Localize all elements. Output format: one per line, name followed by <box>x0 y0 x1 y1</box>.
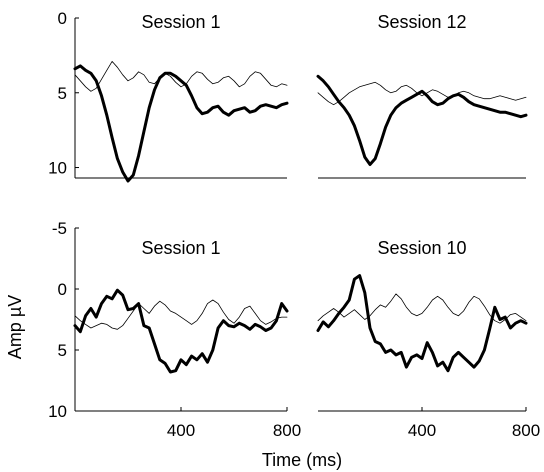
series-line-thin <box>317 81 527 106</box>
panel-title: Session 1 <box>141 238 220 258</box>
y-tick-label: 5 <box>58 84 67 103</box>
shared-ylabel: Amp µV <box>5 295 25 359</box>
panel-title: Session 12 <box>377 12 466 32</box>
y-tick-label: 10 <box>48 159 67 178</box>
series-line-thick <box>316 74 528 166</box>
shared-xlabel: Time (ms) <box>262 450 342 470</box>
series-line-thick <box>316 274 528 373</box>
panel-3: Session 1 -5 0 5 10 400 800 <box>48 219 301 440</box>
x-tick-label: 800 <box>273 421 301 440</box>
y-tick-label: -5 <box>52 219 67 238</box>
panel-2: Session 12 <box>316 12 528 179</box>
y-tick-label: 0 <box>58 280 67 299</box>
x-tick-label: 400 <box>167 421 195 440</box>
panel-title: Session 1 <box>141 12 220 32</box>
panel-title: Session 10 <box>377 238 466 258</box>
series-line-thick <box>73 288 289 374</box>
y-tick-label: 10 <box>48 402 67 421</box>
series-line-thick <box>73 64 289 183</box>
y-tick-label: 5 <box>58 341 67 360</box>
x-tick-label: 400 <box>408 421 436 440</box>
series-line-thin <box>74 61 288 92</box>
series-line-thin <box>74 299 288 330</box>
panel-1: Session 1 0 5 10 <box>48 9 289 183</box>
x-tick-label: 800 <box>512 421 540 440</box>
series-line-thin <box>317 293 527 324</box>
y-tick-label: 0 <box>58 9 67 28</box>
panel-4: Session 10 400 800 <box>316 238 540 440</box>
